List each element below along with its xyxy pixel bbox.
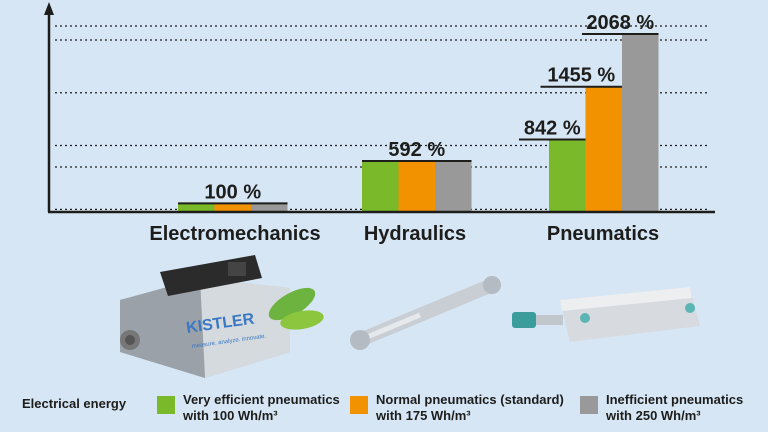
legend-item-inefficient: Inefficient pneumatics with 250 Wh/m³: [580, 392, 743, 424]
legend-label-line1: Very efficient pneumatics: [183, 392, 340, 407]
value-labels: 100 % 592 % 842 % 1455 % 2068 %: [178, 12, 659, 205]
bar: [435, 161, 472, 212]
bar: [398, 161, 435, 212]
legend-label-line1: Inefficient pneumatics: [606, 392, 744, 407]
bar: [585, 86, 622, 212]
category-label: Hydraulics: [364, 223, 466, 245]
bar: [178, 203, 215, 212]
value-label: 842 %: [524, 118, 581, 140]
bar: [251, 203, 288, 212]
legend-swatch-gray: [580, 396, 598, 414]
legend-item-very-efficient: Very efficient pneumatics with 100 Wh/m³: [157, 392, 340, 424]
legend-label-line1: Normal pneumatics (standard): [376, 392, 564, 407]
electromechanical-cylinder-image: KISTLER measure. analyze. innovate.: [120, 255, 290, 378]
bar: [622, 33, 659, 213]
legend-label-line2: with 175 Wh/m³: [376, 408, 471, 423]
y-axis-arrow: [44, 2, 54, 15]
legend: Electrical energy Very efficient pneumat…: [0, 390, 768, 432]
bar: [214, 203, 251, 212]
value-label: 100 %: [204, 181, 261, 203]
legend-label-line2: with 250 Wh/m³: [606, 408, 701, 423]
value-label: 592 %: [388, 139, 445, 161]
category-labels: Electromechanics Hydraulics Pneumatics: [149, 223, 659, 245]
leaves-image: [268, 287, 324, 330]
legend-swatch-green: [157, 396, 175, 414]
hydraulic-cylinder-image: [350, 276, 501, 350]
legend-label-line2: with 100 Wh/m³: [183, 408, 278, 423]
axes: [44, 2, 715, 214]
legend-item-normal: Normal pneumatics (standard) with 175 Wh/…: [350, 392, 564, 424]
legend-title: Electrical energy: [22, 396, 127, 411]
pneumatic-cylinder-image: [512, 287, 700, 342]
category-label: Electromechanics: [149, 223, 320, 245]
value-label: 1455 %: [547, 65, 615, 87]
category-label: Pneumatics: [547, 223, 659, 245]
bars: [178, 33, 659, 213]
bar-chart: 100 % 592 % 842 % 1455 % 2068 % Electromecha…: [44, 2, 715, 378]
legend-swatch-orange: [350, 396, 368, 414]
value-label: 2068 %: [586, 12, 654, 34]
bar: [362, 161, 399, 212]
bar: [549, 139, 586, 212]
